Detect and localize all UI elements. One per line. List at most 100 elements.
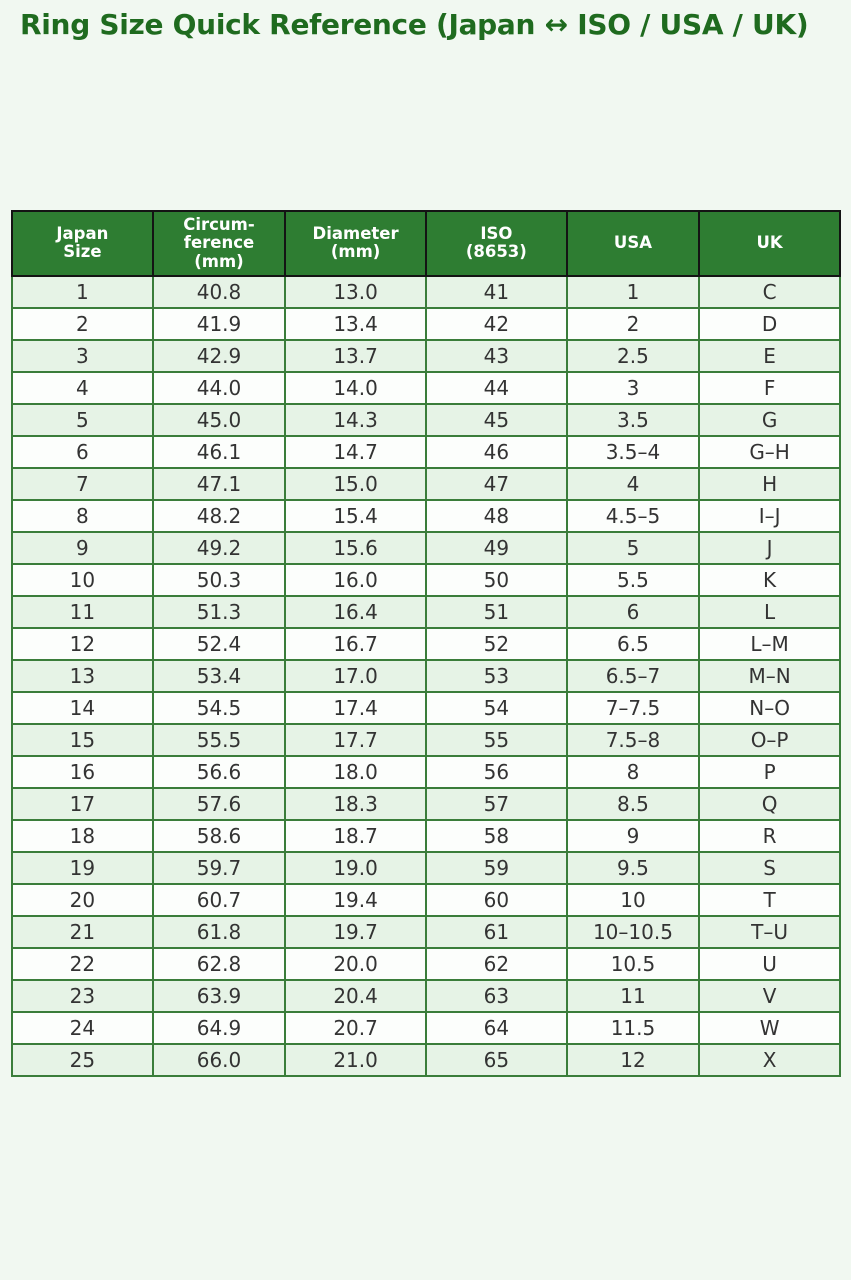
table-row: 19 59.7 19.0 59 9.5 S [11, 851, 841, 885]
table-cell: 49 [424, 531, 568, 565]
table-row: 25 66.0 21.0 65 12 X [11, 1043, 841, 1077]
table-cell: 21.0 [284, 1043, 427, 1077]
table-row: 6 46.1 14.7 46 3.5–4 G–H [11, 435, 841, 469]
table-cell: 64.9 [151, 1011, 287, 1045]
table-cell: 7.5–8 [565, 723, 701, 757]
column-header: Japan Size [11, 209, 154, 278]
table-cell: 24 [11, 1011, 154, 1045]
table-cell: F [698, 371, 841, 405]
table-cell: 40.8 [151, 275, 287, 309]
table-cell: G [698, 403, 841, 437]
table-cell: 8 [11, 499, 154, 533]
table-cell: C [698, 275, 841, 309]
table-cell: 57 [424, 787, 568, 821]
table-cell: 13.7 [284, 339, 427, 373]
table-cell: N–O [698, 691, 841, 725]
table-row: 7 47.1 15.0 47 4 H [11, 467, 841, 501]
table-cell: 13 [11, 659, 154, 693]
table-cell: 53 [424, 659, 568, 693]
table-cell: S [698, 851, 841, 885]
page: Ring Size Quick Reference (Japan ↔ ISO /… [11, 8, 841, 1077]
page-title: Ring Size Quick Reference (Japan ↔ ISO /… [20, 8, 809, 41]
table-cell: 41 [424, 275, 568, 309]
table-cell: 48 [424, 499, 568, 533]
table-row: 13 53.4 17.0 53 6.5–7 M–N [11, 659, 841, 693]
table-cell: 16.0 [284, 563, 427, 597]
table-row: 23 63.9 20.4 63 11 V [11, 979, 841, 1013]
table-cell: L–M [698, 627, 841, 661]
table-cell: 11 [11, 595, 154, 629]
table-cell: 5 [565, 531, 701, 565]
table-cell: 55 [424, 723, 568, 757]
table-cell: 13.4 [284, 307, 427, 341]
table-cell: 56 [424, 755, 568, 789]
table-cell: 52.4 [151, 627, 287, 661]
table-cell: 44 [424, 371, 568, 405]
table-cell: T [698, 883, 841, 917]
table-cell: 20 [11, 883, 154, 917]
table-cell: 15.6 [284, 531, 427, 565]
table-cell: 16.4 [284, 595, 427, 629]
table-cell: 14 [11, 691, 154, 725]
table-cell: 17.0 [284, 659, 427, 693]
table-cell: 42 [424, 307, 568, 341]
table-row: 3 42.9 13.7 43 2.5 E [11, 339, 841, 373]
table-row: 9 49.2 15.6 49 5 J [11, 531, 841, 565]
table-cell: 49.2 [151, 531, 287, 565]
table-cell: 66.0 [151, 1043, 287, 1077]
table-cell: 41.9 [151, 307, 287, 341]
table-cell: 63 [424, 979, 568, 1013]
table-row: 17 57.6 18.3 57 8.5 Q [11, 787, 841, 821]
table-cell: J [698, 531, 841, 565]
table-cell: 46 [424, 435, 568, 469]
table-cell: 1 [565, 275, 701, 309]
table-row: 20 60.7 19.4 60 10 T [11, 883, 841, 917]
table-cell: 4 [565, 467, 701, 501]
table-cell: P [698, 755, 841, 789]
table-cell: 7–7.5 [565, 691, 701, 725]
table-cell: Q [698, 787, 841, 821]
table-cell: 48.2 [151, 499, 287, 533]
table-cell: 45.0 [151, 403, 287, 437]
table-cell: 59 [424, 851, 568, 885]
table-cell: 15.0 [284, 467, 427, 501]
table-row: 15 55.5 17.7 55 7.5–8 O–P [11, 723, 841, 757]
table-cell: 64 [424, 1011, 568, 1045]
table-row: 12 52.4 16.7 52 6.5 L–M [11, 627, 841, 661]
table-cell: 9 [11, 531, 154, 565]
table-row: 10 50.3 16.0 50 5.5 K [11, 563, 841, 597]
table-cell: 62.8 [151, 947, 287, 981]
table-row: 2 41.9 13.4 42 2 D [11, 307, 841, 341]
table-cell: 17.4 [284, 691, 427, 725]
table-cell: 10.5 [565, 947, 701, 981]
table-cell: 4 [11, 371, 154, 405]
table-cell: X [698, 1043, 841, 1077]
table-cell: 46.1 [151, 435, 287, 469]
table-cell: T–U [698, 915, 841, 949]
table-cell: 22 [11, 947, 154, 981]
table-cell: R [698, 819, 841, 853]
table-cell: 15 [11, 723, 154, 757]
table-header-row: Japan Size Circum- ference (mm) Diameter (… [11, 209, 841, 278]
table-cell: 60.7 [151, 883, 287, 917]
table-cell: 21 [11, 915, 154, 949]
table-cell: 9.5 [565, 851, 701, 885]
table-cell: 19.0 [284, 851, 427, 885]
table-cell: V [698, 979, 841, 1013]
table-cell: 47 [424, 467, 568, 501]
table-cell: 47.1 [151, 467, 287, 501]
table-cell: U [698, 947, 841, 981]
table-cell: 55.5 [151, 723, 287, 757]
table-cell: 8.5 [565, 787, 701, 821]
table-cell: 8 [565, 755, 701, 789]
table-cell: 2 [11, 307, 154, 341]
table-cell: L [698, 595, 841, 629]
table-cell: 3.5–4 [565, 435, 701, 469]
table-cell: E [698, 339, 841, 373]
table-cell: 19 [11, 851, 154, 885]
ring-size-table: Japan Size Circum- ference (mm) Diameter (… [11, 209, 841, 1077]
table-row: 21 61.8 19.7 61 10–10.5 T–U [11, 915, 841, 949]
table-cell: 59.7 [151, 851, 287, 885]
table-cell: 15.4 [284, 499, 427, 533]
table-cell: 54 [424, 691, 568, 725]
